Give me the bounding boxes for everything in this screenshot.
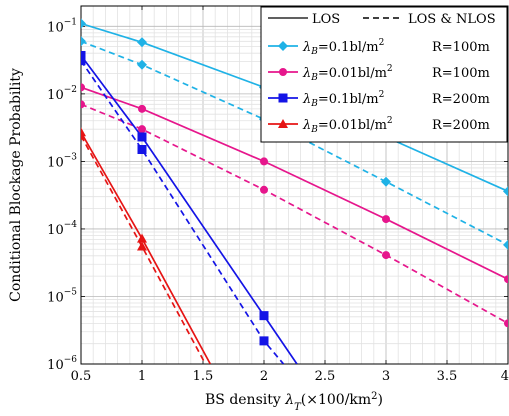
series-line: [81, 40, 508, 246]
series-square-solid: [81, 50, 298, 364]
legend-swatch-marker: [278, 93, 288, 103]
data-point: [259, 336, 269, 346]
data-point: [81, 100, 85, 109]
data-point: [81, 18, 86, 29]
y-tick-label: 10−5: [47, 287, 77, 305]
x-tick-label: 1.5: [193, 369, 214, 384]
x-tick-label: 2: [260, 369, 268, 384]
y-tick-label: 10−6: [47, 355, 77, 373]
legend-label: λB=0.01bl/m2 R=100m: [302, 64, 490, 83]
legend-label: λB=0.1bl/m2 R=200m: [302, 90, 490, 109]
legend-swatch-marker: [279, 68, 287, 76]
legend-swatch-marker: [278, 119, 288, 128]
data-point: [137, 241, 147, 251]
plot-frame: [80, 5, 509, 365]
data-point: [503, 186, 508, 197]
y-axis-label: Conditional Blockage Probability: [8, 68, 24, 302]
tick-labels: 0.5 1 1.5 2 2.5 3 3.5 4 10−1 10−2 10−3 10−4 10−5 10−6: [47, 17, 509, 384]
y-tick-label: 10−3: [47, 152, 77, 170]
x-tick-label: 3: [382, 369, 390, 384]
series-square-dashed: [81, 56, 285, 364]
data-point: [137, 145, 147, 155]
legend-swatch-marker: [278, 41, 288, 51]
data-point: [81, 130, 86, 140]
x-tick-label: 0.5: [71, 369, 92, 384]
data-point: [137, 233, 147, 243]
legend-entry: λB=0.01bl/m2 R=200m: [268, 116, 490, 135]
series-triangle-solid: [81, 127, 212, 364]
x-axis-label: BS density λT(×100/km2): [205, 391, 383, 413]
data-point: [504, 275, 508, 284]
data-point: [259, 311, 269, 321]
data-point: [81, 36, 86, 47]
series-triangle-dashed: [81, 130, 207, 364]
legend-entry: λB=0.1bl/m2 R=100m: [268, 38, 490, 57]
x-tick-label: 1: [138, 369, 146, 384]
data-point: [137, 132, 147, 142]
legend-entry: λB=0.01bl/m2 R=100m: [268, 64, 490, 83]
legend-label: λB=0.1bl/m2 R=100m: [302, 38, 490, 57]
series-circle-solid: [81, 83, 508, 284]
data-point: [504, 319, 508, 328]
legend-los-label: LOS: [312, 12, 340, 27]
x-tick-label: 3.5: [437, 369, 458, 384]
data-point: [382, 251, 390, 260]
x-tick-label: 4: [501, 369, 509, 384]
data-point: [138, 104, 146, 113]
legend-entry: λB=0.1bl/m2 R=200m: [268, 90, 490, 109]
data-point: [137, 59, 147, 70]
data-point: [81, 50, 86, 60]
legend-box: [260, 6, 508, 143]
series-line: [81, 60, 285, 364]
data-point: [381, 176, 391, 187]
legend-los-nlos-label: LOS & NLOS: [408, 12, 496, 27]
data-point: [382, 215, 390, 224]
data-point: [138, 125, 146, 134]
legend-label: λB=0.01bl/m2 R=200m: [302, 116, 490, 135]
data-point: [137, 37, 147, 48]
series-diamond-dashed: [81, 36, 508, 250]
series-line: [81, 54, 298, 364]
y-tick-label: 10−1: [47, 17, 77, 35]
series-line: [81, 135, 207, 364]
data-point: [503, 239, 508, 250]
data-point: [260, 185, 268, 194]
x-tick-label: 2.5: [315, 369, 336, 384]
data-point: [81, 56, 86, 66]
y-tick-label: 10−2: [47, 85, 77, 103]
y-tick-label: 10−4: [47, 220, 77, 238]
data-point: [260, 157, 268, 166]
data-point: [81, 83, 85, 92]
legend: LOS LOS & NLOS λB=0.1bl/m2 R=100m λB=0.01bl/…: [260, 6, 508, 143]
